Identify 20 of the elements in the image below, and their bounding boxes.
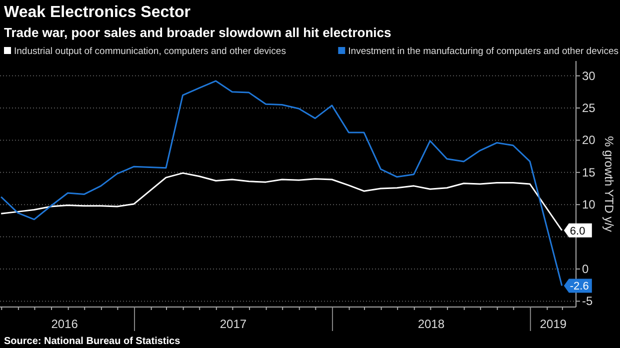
line-series	[0, 172, 563, 232]
x-tick-label: 2019	[540, 317, 567, 331]
data-label: 6.0	[570, 225, 586, 238]
data-label: -2.6	[570, 280, 589, 293]
chart-title: Weak Electronics Sector	[4, 4, 190, 21]
y-tick-label: 10	[582, 198, 596, 212]
legend-label: Industrial output of communication, computers and other devices	[14, 46, 286, 57]
y-axis-title: % growth YTD y/y	[602, 136, 616, 232]
x-tick-label: 2016	[51, 317, 78, 331]
y-tick-label: 20	[582, 133, 596, 148]
x-tick-label: 2017	[220, 317, 247, 331]
source-note: Source: National Bureau of Statistics	[4, 336, 181, 347]
y-tick-label: 25	[582, 101, 596, 116]
chart-subtitle: Trade war, poor sales and broader slowdown all hit electronics	[4, 25, 392, 40]
y-tick-label: -5	[582, 294, 593, 308]
y-tick-label: 0	[582, 262, 589, 276]
y-tick-label: 30	[582, 68, 596, 83]
legend-label: Investment in the manufacturing of computers and other devices	[348, 46, 619, 57]
x-tick-label: 2018	[418, 317, 445, 331]
y-tick-label: 15	[582, 165, 596, 180]
